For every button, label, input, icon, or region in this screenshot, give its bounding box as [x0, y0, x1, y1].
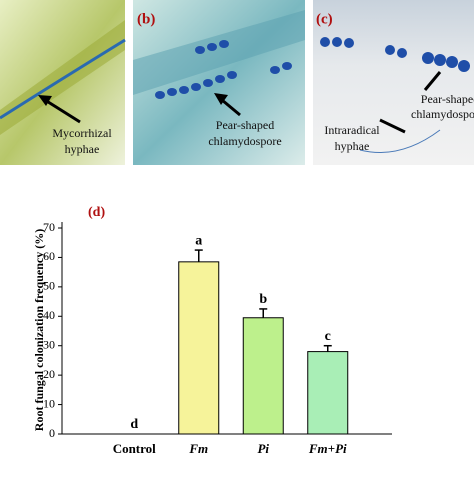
panel-label: (d)	[88, 205, 105, 220]
x-tick-label: Control	[113, 441, 156, 456]
annotation: hyphae	[335, 139, 370, 153]
panel-label: (c)	[316, 11, 333, 27]
bar	[307, 351, 349, 435]
significance-letter: b	[259, 292, 267, 307]
x-tick-label: Pi	[257, 441, 269, 456]
y-tick-label: 20	[43, 367, 55, 381]
significance-letter: c	[325, 329, 331, 344]
annotation: Pear-shaped	[216, 118, 274, 132]
y-tick-label: 60	[43, 249, 55, 263]
panel-c: Pear-shaped chlamydospores	[313, 0, 474, 165]
annotation: Intraradical	[324, 123, 380, 137]
y-axis-label: Root fungal colonization frequency (%)	[32, 229, 46, 431]
panel-a	[0, 0, 126, 165]
x-tick-label: Fm	[188, 441, 208, 456]
annotation: Mycorrhizal	[52, 126, 112, 140]
annotation: chlamydospore	[208, 134, 281, 148]
y-tick-label: 10	[43, 396, 55, 410]
y-tick-label: 50	[43, 279, 55, 293]
bar	[242, 317, 284, 435]
y-tick-label: 30	[43, 337, 55, 351]
annotation: Pear-shaped	[421, 92, 474, 106]
annotation: hyphae	[65, 142, 100, 156]
y-tick-label: 0	[49, 426, 55, 440]
bar	[178, 261, 220, 435]
annotation: chlamydospores	[411, 107, 474, 121]
x-tick-label: Fm+Pi	[308, 441, 347, 456]
significance-letter: a	[195, 233, 202, 248]
significance-letter: d	[130, 417, 138, 432]
panel-label: (b)	[137, 11, 155, 27]
panel-b	[133, 0, 305, 165]
y-tick-label: 40	[43, 308, 55, 322]
y-tick-label: 70	[43, 220, 55, 234]
